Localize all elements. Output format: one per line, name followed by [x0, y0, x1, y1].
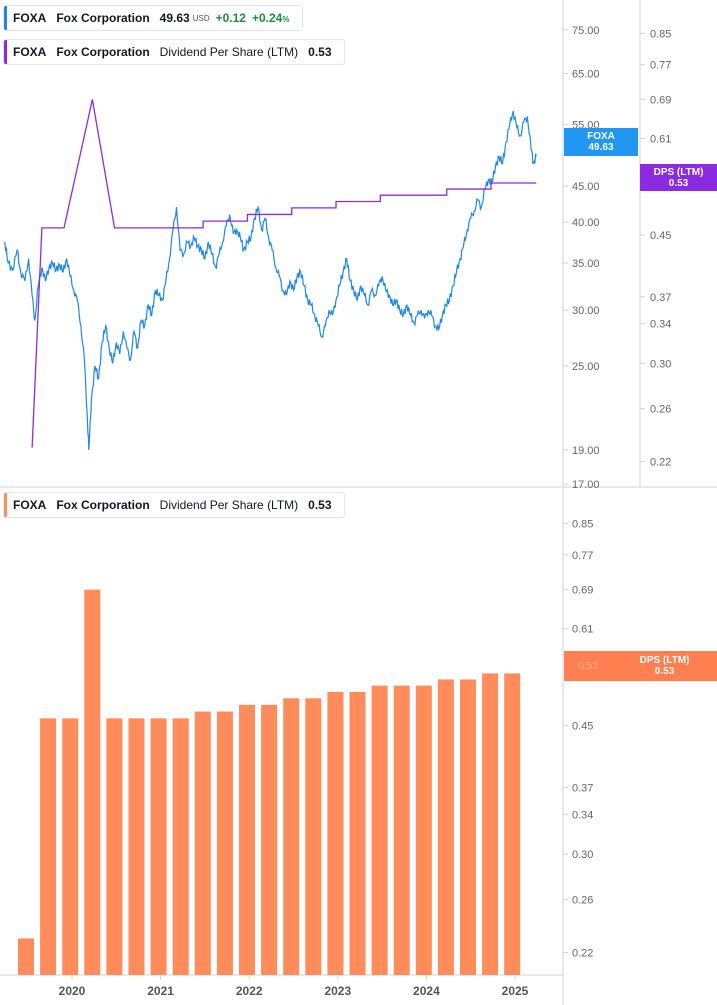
price-axis-tick-label: 17.00: [572, 479, 600, 491]
dps-bar: [18, 938, 34, 975]
price-and-dps-lines: [4, 99, 537, 451]
dps-axis-tick-label: 0.85: [650, 28, 671, 40]
dps-bar: [327, 691, 344, 975]
dps-bar: [150, 718, 167, 975]
price-tag-value: 49.63: [588, 142, 614, 153]
bar-axis-tick-label: 0.77: [572, 550, 593, 562]
dps-legend-top-company: Fox Corporation: [56, 45, 150, 59]
bar-axis-tick-label: 0.69: [572, 585, 593, 597]
bar-axis-tick-label: 0.37: [572, 782, 593, 794]
dps-axis-tick-label: 0.69: [650, 94, 671, 106]
price-legend-ticker: FOXA: [13, 11, 47, 25]
bar-axis-tick-label: 0.22: [572, 948, 593, 960]
bar-axis-tick-label: 0.30: [572, 849, 593, 861]
price-axis-tick-label: 40.00: [572, 217, 600, 229]
price-axis-tick-label: 25.00: [572, 361, 600, 373]
dps-axis-tick-label: 0.61: [650, 133, 671, 145]
price-axis-tick-label: 35.00: [572, 258, 600, 270]
dps-legend-top-ticker: FOXA: [13, 45, 47, 59]
x-axis-tick-label: 2025: [502, 984, 529, 998]
dps-legend-top: FOXA Fox Corporation Dividend Per Share …: [3, 39, 345, 65]
dps-bar: [283, 698, 300, 975]
bar-tag-value: 0.53: [654, 666, 675, 677]
price-legend-pct-sign: %: [282, 15, 290, 24]
x-axis-tick-label: 2022: [236, 984, 263, 998]
dps-bar: [371, 685, 388, 975]
price-axis-tick-label: 19.00: [572, 445, 600, 457]
dps-axis-tick-label: 0.30: [650, 358, 671, 370]
price-legend-swatch: [4, 6, 7, 30]
dps-legend-bottom-metric: Dividend Per Share (LTM): [159, 498, 299, 512]
bar-tag-label-group: DPS (LTM) 0.53: [612, 655, 717, 677]
dps-bar: [194, 711, 211, 975]
dps-bar: [305, 698, 322, 975]
dps-bar: [504, 673, 521, 975]
dps-axis-tick-label: 0.34: [650, 319, 671, 331]
dps-tag-value: 0.53: [668, 177, 689, 189]
dps-axis-tick-label: 0.77: [650, 60, 671, 72]
dps-bar: [172, 718, 189, 975]
dps-bar: [40, 718, 57, 975]
price-axis-tick-label: 45.00: [572, 181, 600, 193]
dps-legend-bottom-value: 0.53: [308, 498, 332, 512]
dps-bar: [106, 718, 123, 975]
dps-bar: [437, 679, 454, 975]
dps-step-line: [31, 99, 537, 448]
dps-tag-label: DPS (LTM): [653, 166, 704, 178]
price-legend-change-pct: +0.24%: [252, 11, 290, 25]
dps-legend-bottom: FOXA Fox Corporation Dividend Per Share …: [3, 492, 345, 518]
price-axis-tick-label: 65.00: [572, 69, 600, 81]
dps-legend-bottom-swatch: [4, 493, 7, 517]
dps-bar: [239, 704, 255, 975]
bar-axis-tick-label: 0.34: [572, 809, 593, 821]
bar-tag-label: DPS (LTM): [639, 655, 690, 666]
price-legend-change-pct-value: +0.24: [251, 11, 283, 25]
dps-bar: [84, 589, 101, 975]
bar-axis-tick-label: 0.45: [572, 720, 593, 732]
dps-last-value-tag: DPS (LTM) 0.53: [640, 164, 717, 191]
bar-last-value-tag: 0.53 DPS (LTM) 0.53: [564, 651, 717, 681]
dps-axis-tick-label: 0.45: [650, 230, 671, 242]
price-axis-tick-label: 30.00: [572, 305, 600, 317]
dps-legend-bottom-ticker: FOXA: [13, 498, 47, 512]
price-legend: FOXA Fox Corporation 49.63 USD +0.12 +0.…: [3, 5, 303, 31]
dps-bar: [349, 691, 366, 975]
dps-legend-top-metric: Dividend Per Share (LTM): [159, 45, 299, 59]
bar-axis-tick-label: 0.26: [572, 895, 593, 907]
price-legend-currency: USD: [192, 13, 210, 23]
price-axis-tick-label: 75.00: [572, 25, 600, 37]
price-legend-value: 49.63: [159, 11, 190, 25]
dps-bar: [261, 704, 278, 975]
dps-bars: [18, 589, 521, 975]
x-axis-tick-label: 2024: [413, 984, 440, 998]
axis-labels: 75.0065.0055.0045.0040.0035.0030.0025.00…: [59, 25, 672, 998]
dps-bar: [216, 711, 233, 975]
dps-legend-top-value: 0.53: [308, 45, 332, 59]
dps-bar: [62, 718, 79, 975]
price-tag-ticker: FOXA: [587, 131, 615, 142]
dps-legend-top-swatch: [4, 40, 7, 64]
bar-axis-tick-label: 0.61: [572, 624, 593, 636]
price-legend-company: Fox Corporation: [56, 11, 150, 25]
dps-bar: [393, 685, 410, 975]
dps-axis-tick-label: 0.22: [650, 457, 671, 469]
price-line: [4, 110, 537, 451]
price-legend-change: +0.12: [215, 11, 246, 25]
dps-axis-tick-label: 0.37: [650, 292, 671, 304]
x-axis-tick-label: 2021: [147, 984, 174, 998]
x-axis-tick-label: 2020: [59, 984, 86, 998]
dps-bar: [460, 679, 476, 975]
price-last-value-tag: FOXA 49.63: [564, 128, 638, 156]
dps-bar: [415, 685, 432, 975]
dps-bar: [482, 673, 499, 975]
bar-tag-axis-value: 0.53: [578, 660, 598, 672]
dps-axis-tick-label: 0.26: [650, 404, 671, 416]
bar-axis-tick-label: 0.85: [572, 518, 593, 530]
x-axis-tick-label: 2023: [324, 984, 351, 998]
dps-bar: [128, 718, 145, 975]
dps-legend-bottom-company: Fox Corporation: [56, 498, 150, 512]
